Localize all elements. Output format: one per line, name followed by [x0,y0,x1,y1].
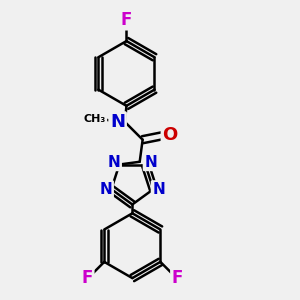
Text: O: O [162,126,178,144]
Text: N: N [152,182,165,197]
Text: N: N [144,155,157,170]
Text: F: F [172,269,183,287]
Text: N: N [108,155,120,170]
Text: N: N [110,113,125,131]
Text: F: F [121,11,132,29]
Text: CH₃: CH₃ [84,114,106,124]
Text: N: N [100,182,112,197]
Text: F: F [82,269,93,287]
